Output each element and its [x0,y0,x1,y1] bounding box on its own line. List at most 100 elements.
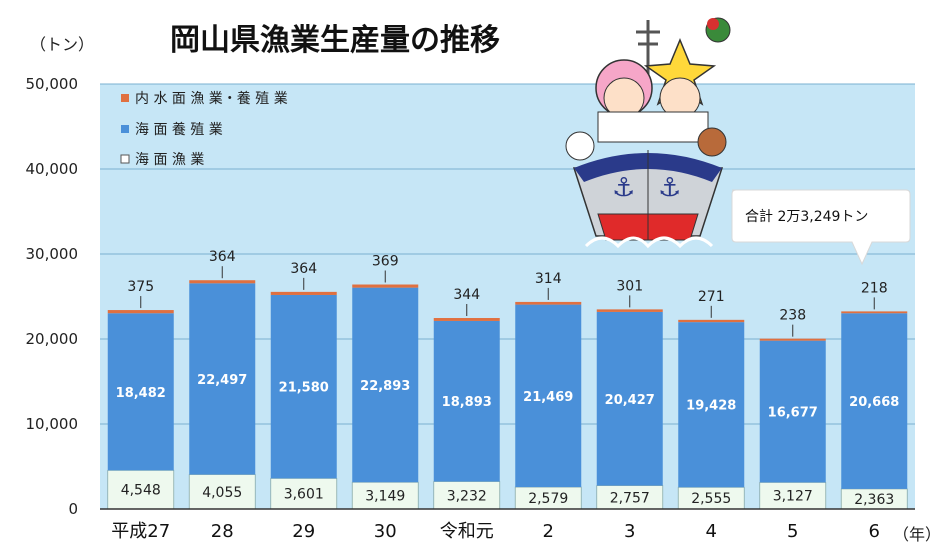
bar-stack: 3,601 21,580 364 [270,261,338,510]
data-label-aquaculture: 19,428 [686,399,736,414]
data-label-fishing: 3,127 [773,489,813,505]
y-tick-label: 40,000 [26,160,79,178]
bar-stack: 2,757 20,427 301 [596,278,664,510]
x-category-label: 28 [211,521,234,542]
x-axis-categories: 平成27 28 29 30 令和元 2 3 4 5 6 [111,521,880,542]
legend: 内 水 面 漁 業・養 殖 業 海 面 養 殖 業 海 面 漁 業 [120,90,288,168]
bar-stack: 4,055 22,497 364 [188,249,256,510]
data-label-inland: 271 [698,289,725,305]
x-category-label: 5 [787,521,798,542]
legend-swatch-inland [121,94,129,102]
bar-stack: 2,579 21,469 314 [514,271,582,510]
bar-segment-aquaculture [759,340,826,483]
ship-mascot-illustration: ⚓ ⚓ [565,17,731,249]
total-callout: 合計 2万3,249トン [731,189,911,266]
svg-text:⚓: ⚓ [612,173,635,203]
chart-title: 岡山県漁業生産量の推移 [170,23,500,58]
bar-segment-inland [270,291,337,295]
data-label-aquaculture: 22,497 [197,373,247,388]
y-tick-label: 20,000 [26,330,79,348]
y-tick-label: 30,000 [26,245,79,263]
data-label-inland: 301 [616,278,643,294]
legend-label-aquaculture: 海 面 養 殖 業 [135,121,223,138]
x-category-label: 30 [374,521,397,542]
bar-segment-fishing [433,481,501,510]
legend-label-inland: 内 水 面 漁 業・養 殖 業 [135,90,288,107]
data-label-aquaculture: 21,580 [279,381,329,396]
bar-segment-aquaculture [841,313,908,489]
data-label-fishing: 3,149 [365,489,405,505]
bar-segment-aquaculture [596,311,663,486]
bar-segment-inland [596,309,663,312]
bar-segment-aquaculture [678,322,745,488]
data-label-aquaculture: 20,668 [849,395,899,410]
bar-segment-inland [759,338,826,341]
bar-segment-inland [678,319,745,323]
data-label-fishing: 2,579 [528,491,568,507]
bar-segment-inland [189,280,256,284]
data-label-fishing: 4,548 [121,483,161,499]
data-label-inland: 364 [290,261,317,277]
data-label-fishing: 3,232 [447,488,487,504]
legend-label-fishing: 海 面 漁 業 [135,152,204,168]
bar-segment-fishing [107,469,175,510]
y-tick-label: 50,000 [26,75,79,93]
bar-segment-aquaculture [352,287,419,483]
bar-segment-fishing [270,477,338,510]
x-category-label: 29 [292,521,315,542]
data-label-fishing: 3,601 [284,487,324,503]
data-label-fishing: 4,055 [202,485,242,501]
x-category-label: 6 [869,521,880,542]
x-category-label: 平成27 [111,521,170,542]
bar-segment-aquaculture [433,320,500,482]
svg-text:⚓: ⚓ [658,173,681,203]
data-label-aquaculture: 16,677 [768,406,818,421]
legend-swatch-aquaculture [121,125,129,133]
y-tick-label: 0 [68,500,78,518]
bar-segment-inland [841,311,908,314]
data-label-inland: 218 [861,280,888,296]
bar-segment-fishing [759,482,827,510]
bar-segment-fishing [188,474,256,510]
legend-swatch-fishing [120,154,130,164]
bar-segment-aquaculture [189,283,256,475]
bar-segment-aquaculture [270,294,337,479]
data-label-aquaculture: 18,482 [116,386,166,401]
y-axis-ticks: 0 10,000 20,000 30,000 40,000 50,000 [26,75,79,518]
bar-segment-aquaculture [515,304,582,488]
data-label-aquaculture: 20,427 [605,393,655,408]
data-label-fishing: 2,555 [691,491,731,507]
bar-segment-inland [352,284,419,288]
bar-segment-inland [433,318,500,321]
data-label-inland: 314 [535,271,562,287]
bar-segment-aquaculture [107,313,174,471]
bar-stack: 2,363 20,668 218 [840,280,908,510]
data-label-fishing: 2,757 [610,490,650,506]
bar-stack: 3,149 22,893 369 [351,254,419,510]
y-axis-unit: （トン） [30,35,94,54]
bar-stack: 2,555 19,428 271 [677,289,745,510]
y-tick-label: 10,000 [26,415,79,433]
bar-stack: 3,232 18,893 344 [433,287,501,510]
x-category-label: 2 [543,521,554,542]
x-category-label: 3 [624,521,635,542]
x-category-label: 4 [706,521,717,542]
data-label-inland: 344 [453,287,480,303]
data-label-aquaculture: 18,893 [442,395,492,410]
data-label-inland: 375 [127,279,154,295]
bar-segment-inland [515,301,582,305]
data-label-inland: 369 [372,254,399,270]
data-label-fishing: 2,363 [854,492,894,508]
callout-text: 合計 2万3,249トン [745,209,868,225]
data-label-inland: 364 [209,249,236,265]
data-label-aquaculture: 21,469 [523,390,573,405]
bar-segment-inland [107,310,174,314]
bar-stack: 3,127 16,677 238 [759,308,827,510]
bars: 4,54818,4823754,05522,4973643,60121,5803… [107,249,908,510]
bar-stack: 4,548 18,482 375 [107,279,175,510]
x-axis-unit: （年） [893,525,941,544]
data-label-aquaculture: 22,893 [360,379,410,394]
x-category-label: 令和元 [440,521,494,542]
